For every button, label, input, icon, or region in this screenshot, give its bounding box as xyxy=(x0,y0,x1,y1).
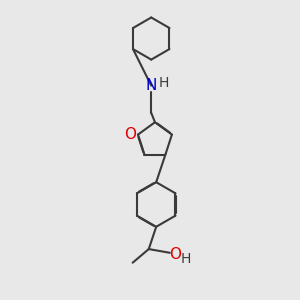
Text: O: O xyxy=(169,247,181,262)
Text: O: O xyxy=(124,127,136,142)
Text: H: H xyxy=(158,76,169,90)
Text: N: N xyxy=(146,78,157,93)
Text: H: H xyxy=(181,252,191,266)
